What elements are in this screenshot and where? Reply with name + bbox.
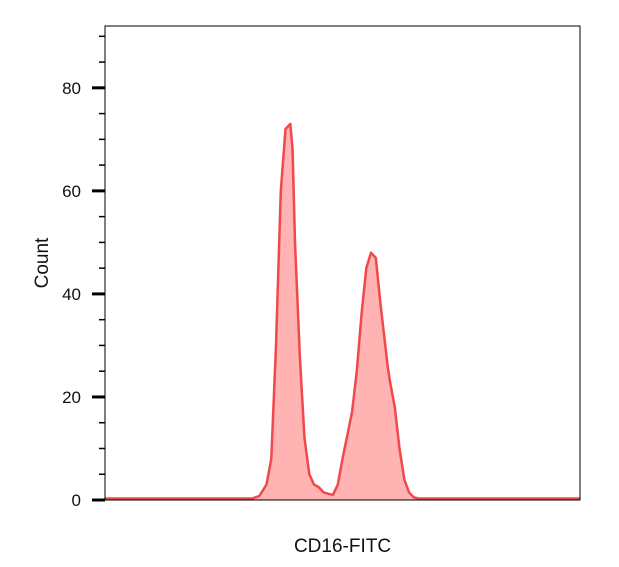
y-tick-label: 0 [72, 491, 81, 510]
y-axis-label: Count [32, 237, 53, 288]
y-tick-label: 40 [62, 285, 81, 304]
y-tick-label: 20 [62, 388, 81, 407]
series-layer [105, 122, 580, 501]
histogram-line [105, 122, 580, 500]
y-tick-label: 60 [62, 182, 81, 201]
plot-frame [104, 25, 581, 501]
histogram-area [105, 123, 580, 501]
x-axis-label: CD16-FITC [294, 536, 391, 557]
y-axis-ticks: 0 20 40 60 80 [62, 35, 105, 510]
y-tick-label: 80 [62, 79, 81, 98]
